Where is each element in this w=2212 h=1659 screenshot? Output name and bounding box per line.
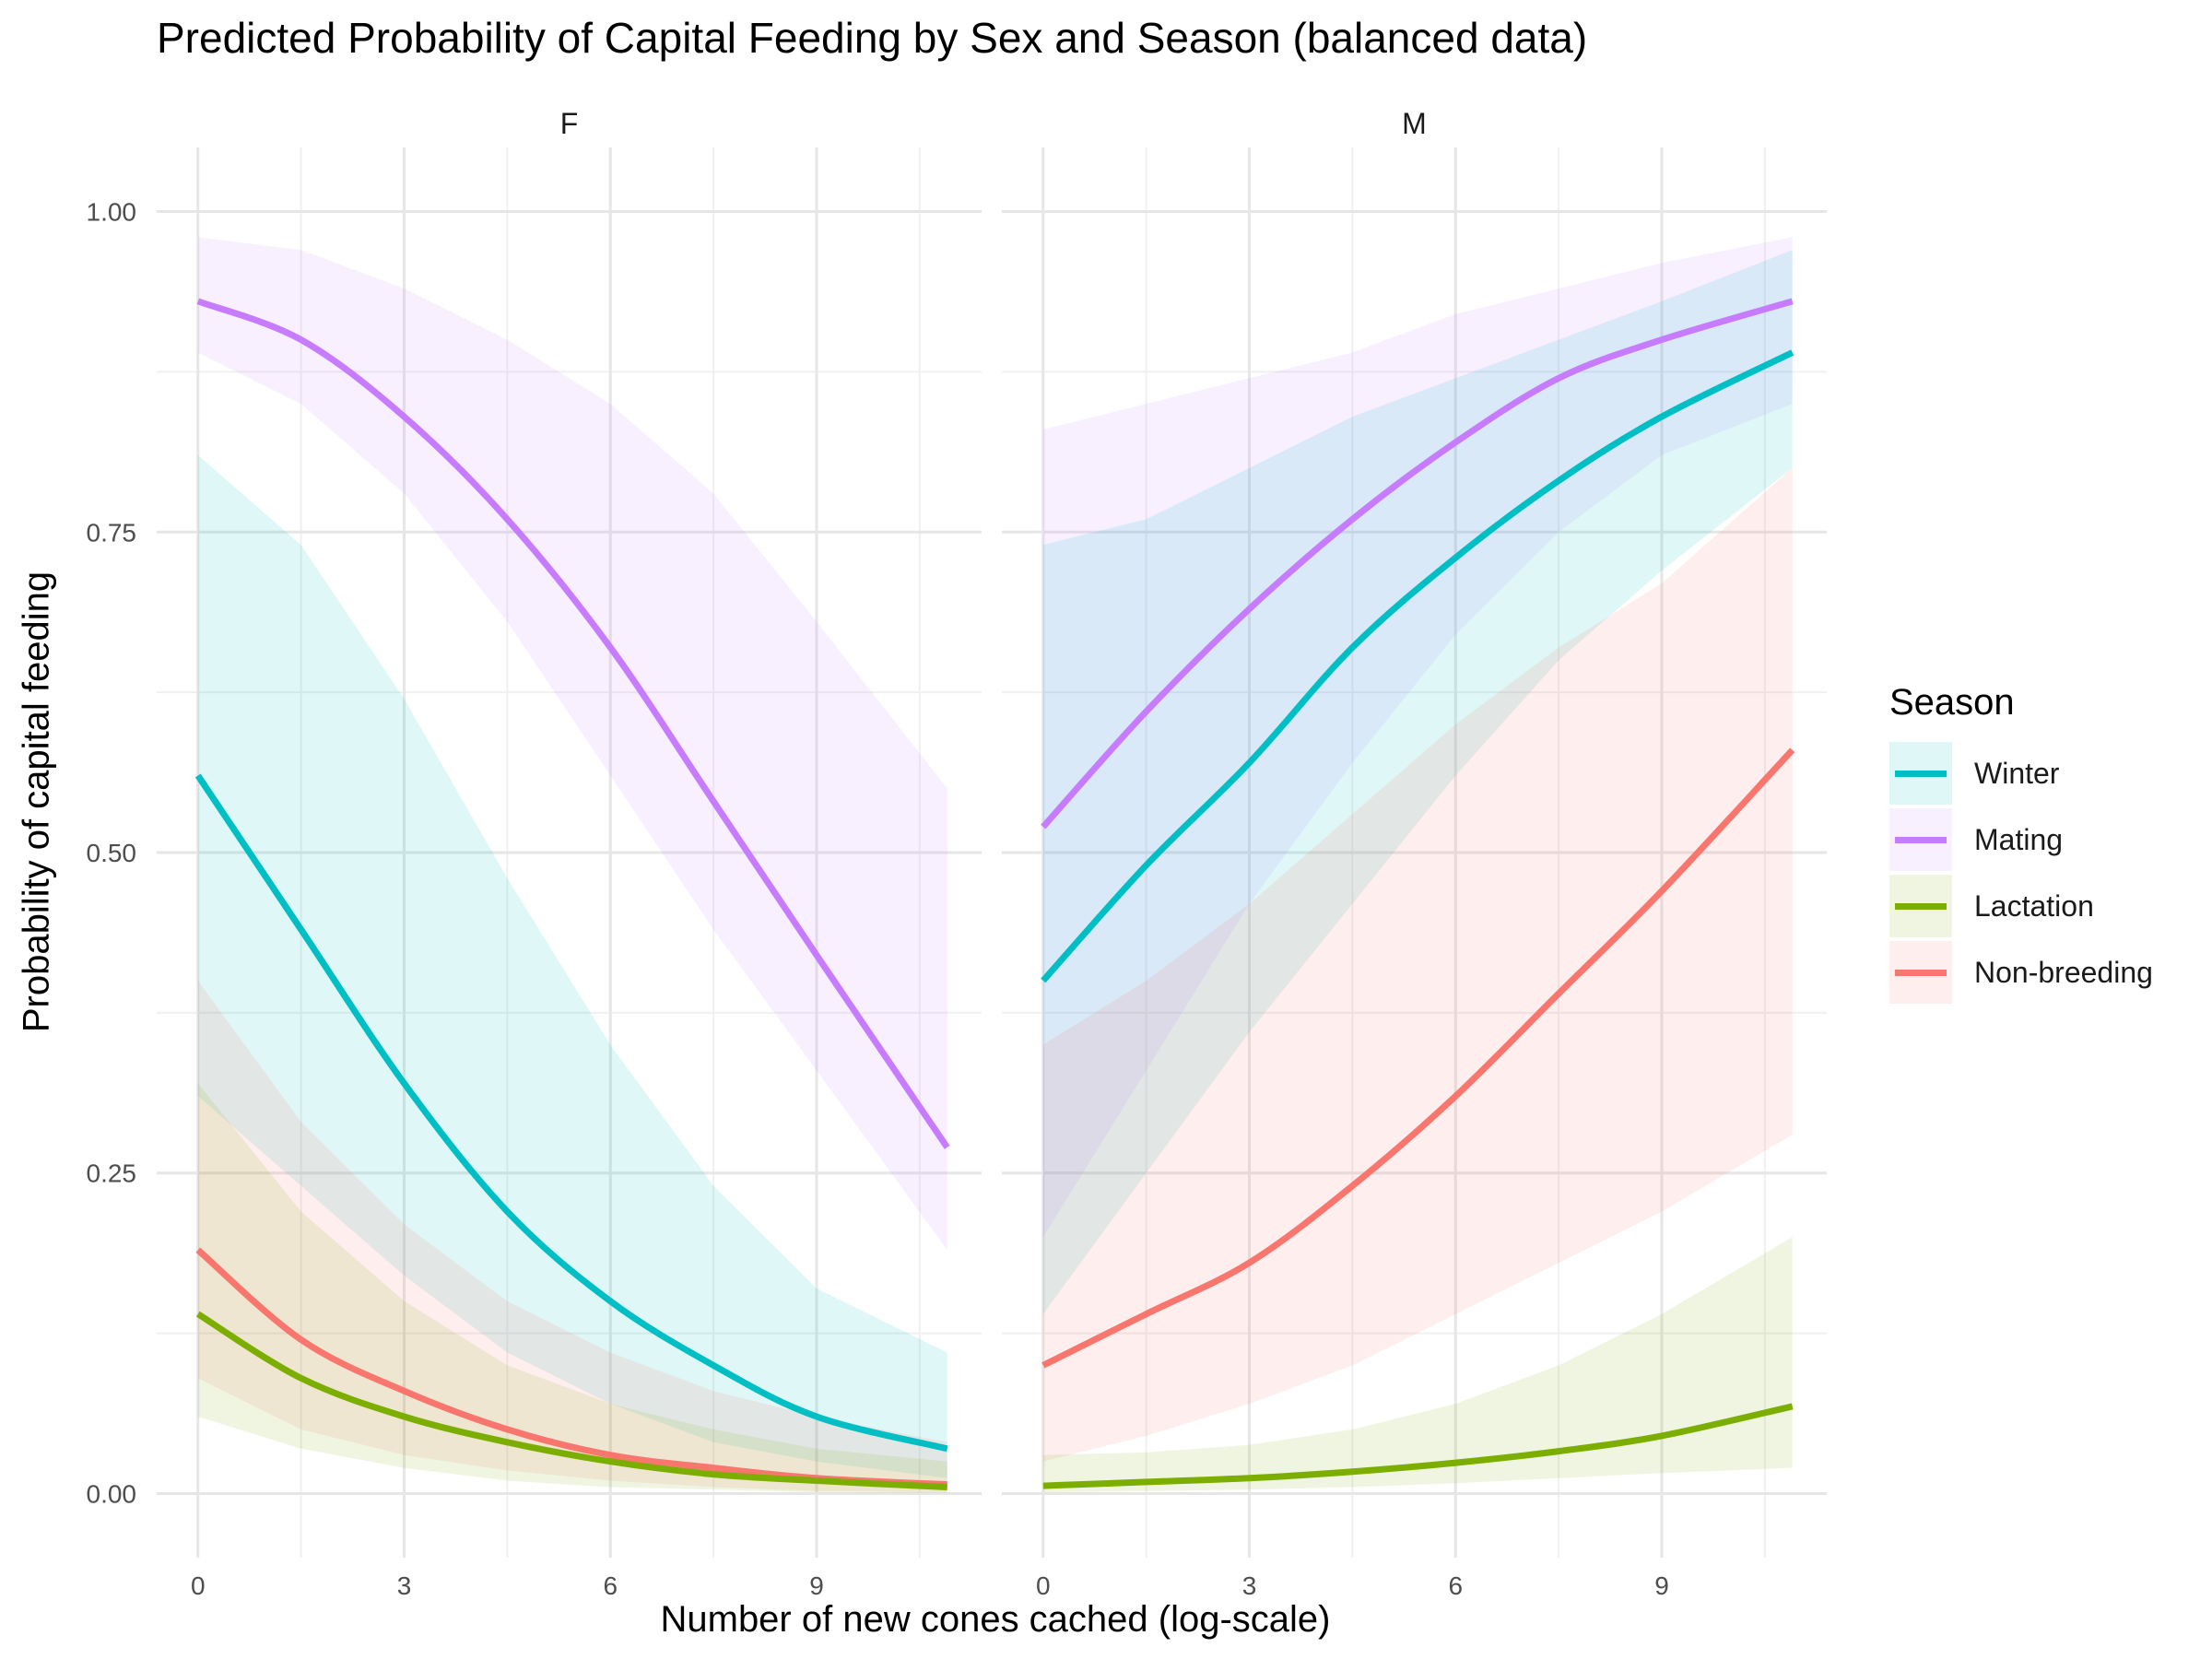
- line-mating: [1041, 298, 1794, 830]
- ribbon-mating: [197, 237, 947, 1251]
- legend-item-non-breeding: Non-breeding: [1889, 939, 2153, 1006]
- line-lactation: [195, 1311, 947, 1490]
- line-mating: [196, 298, 950, 1149]
- legend-key-lactation: [1889, 875, 1952, 937]
- legend-item-mating: Mating: [1889, 806, 2153, 873]
- legend: Season Winter Mating Lactation Non-breeding: [1889, 682, 2153, 1006]
- x-tick-label: 0: [1036, 1571, 1051, 1600]
- x-tick-label: 6: [1448, 1571, 1463, 1600]
- x-tick-label: 0: [191, 1571, 206, 1600]
- ribbon-lactation: [1042, 1237, 1793, 1493]
- ribbon-mating: [1042, 237, 1793, 1238]
- legend-label: Winter: [1974, 756, 2060, 790]
- x-tick-label: 6: [603, 1571, 618, 1600]
- x-tick-label: 9: [1654, 1571, 1669, 1600]
- legend-label: Mating: [1974, 822, 2064, 856]
- facet-label-f: F: [560, 107, 579, 140]
- x-tick-label: 3: [397, 1571, 412, 1600]
- facet-label-m: M: [1402, 107, 1427, 140]
- ribbon-non-breeding: [197, 981, 947, 1493]
- chart-title: Predicted Probability of Capital Feeding…: [157, 14, 1588, 62]
- y-axis-label: Probability of capital feeding: [16, 571, 57, 1033]
- facet-panel-f: F 0 3 6 9: [157, 107, 982, 1600]
- legend-label: Lactation: [1974, 888, 2094, 923]
- ribbon-non-breeding: [1042, 467, 1793, 1462]
- y-tick-label: 0.25: [87, 1159, 137, 1188]
- y-tick-label: 1.00: [87, 198, 137, 227]
- line-winter: [194, 773, 948, 1453]
- ribbon-winter: [1042, 250, 1793, 1314]
- x-axis-label: Number of new cones cached (log-scale): [660, 1599, 1331, 1640]
- line-lactation: [1042, 1403, 1794, 1489]
- legend-key-winter: [1889, 742, 1952, 805]
- legend-item-winter: Winter: [1889, 740, 2153, 806]
- facet-panel-m: M 0 3 6 9: [1002, 107, 1827, 1600]
- legend-key-non-breeding: [1889, 941, 1952, 1004]
- line-non-breeding: [1041, 747, 1795, 1369]
- x-tick-label: 3: [1242, 1571, 1257, 1600]
- y-tick-label: 0.50: [87, 839, 137, 867]
- legend-label: Non-breeding: [1974, 955, 2153, 989]
- legend-item-lactation: Lactation: [1889, 873, 2153, 939]
- y-tick-label: 0.75: [87, 518, 137, 547]
- line-winter: [1041, 349, 1794, 983]
- ribbon-winter: [197, 454, 947, 1478]
- y-tick-label: 0.00: [87, 1479, 137, 1508]
- legend-title: Season: [1889, 682, 2015, 723]
- legend-key-mating: [1889, 808, 1952, 871]
- ribbon-lactation: [197, 1083, 947, 1493]
- x-tick-label: 9: [809, 1571, 824, 1600]
